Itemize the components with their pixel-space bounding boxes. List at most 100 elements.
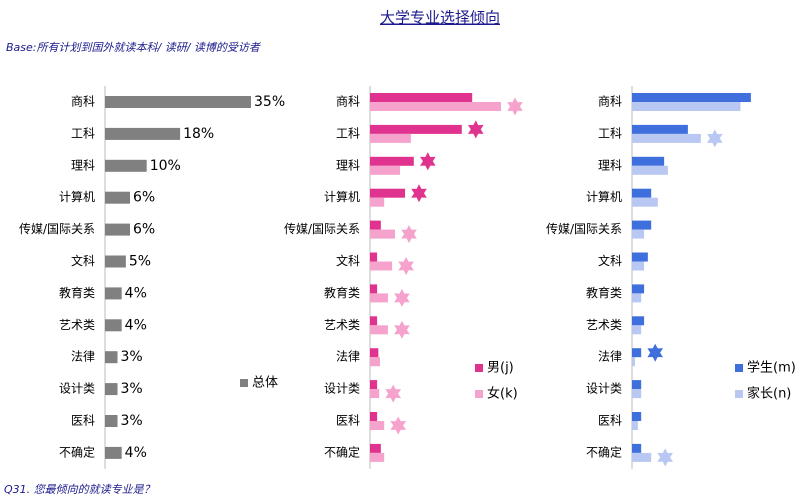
category-label: 医科 [598, 414, 622, 428]
significance-star [385, 384, 401, 403]
bar [105, 446, 122, 459]
category-label: 设计类 [586, 382, 622, 396]
page-title: 大学专业选择倾向 [380, 9, 500, 27]
bar [370, 412, 378, 421]
significance-star [468, 120, 484, 139]
category-label: 传媒/国际关系 [284, 221, 360, 236]
legend-label: 学生(m) [747, 360, 796, 376]
value-label: 6% [133, 190, 155, 206]
category-label: 医科 [336, 414, 360, 428]
bar [632, 452, 652, 462]
bar [632, 380, 642, 390]
category-label: 理科 [598, 158, 622, 172]
bar [105, 255, 126, 268]
category-label: 理科 [336, 158, 360, 172]
bar [632, 156, 665, 166]
bar [632, 229, 645, 239]
bar [370, 380, 378, 390]
category-label: 文科 [336, 253, 360, 268]
bar [370, 133, 411, 143]
category-label: 教育类 [586, 285, 622, 300]
category-label: 商科 [598, 94, 622, 109]
value-label: 3% [121, 381, 143, 397]
significance-star [507, 97, 523, 116]
category-label: 设计类 [59, 382, 95, 396]
legend-label: 家长(n) [747, 386, 791, 402]
bar [105, 191, 131, 204]
value-label: 35% [254, 94, 285, 110]
category-label: 计算机 [586, 189, 622, 204]
bar [370, 421, 385, 430]
category-label: 商科 [71, 94, 95, 109]
category-label: 工科 [71, 126, 95, 140]
significance-star [401, 225, 417, 244]
bar [370, 252, 378, 262]
significance-star [394, 320, 410, 339]
bar [370, 156, 414, 166]
footer: Q31. 您最倾向的就读专业是？ [4, 483, 155, 496]
bar [105, 351, 118, 364]
bar [632, 284, 645, 294]
bar [632, 412, 642, 421]
value-label: 18% [183, 126, 214, 142]
category-label: 不确定 [586, 444, 622, 459]
legend-swatch [735, 390, 743, 398]
bar [105, 159, 147, 172]
bar [632, 421, 638, 430]
category-label: 艺术类 [59, 318, 95, 332]
bar [632, 348, 642, 358]
value-label: 6% [133, 222, 155, 238]
category-label: 工科 [598, 126, 622, 140]
bar [370, 261, 393, 271]
bar [370, 348, 379, 358]
legend-label: 总体 [252, 376, 278, 391]
significance-star [420, 152, 436, 171]
bar [632, 325, 642, 335]
bar [105, 223, 131, 236]
value-label: 3% [121, 349, 143, 365]
bar [370, 188, 406, 198]
bar [632, 124, 688, 134]
category-label: 理科 [71, 158, 95, 172]
bar [370, 93, 473, 102]
subtitle: Base:所有计划到国外就读本科/ 读研/ 读博的受访者 [6, 41, 262, 54]
bar [632, 316, 645, 326]
category-label: 传媒/国际关系 [546, 221, 622, 236]
bar [370, 165, 401, 175]
bar [105, 383, 118, 396]
bar [632, 252, 648, 262]
bar [370, 284, 378, 294]
bar [105, 319, 122, 332]
category-label: 文科 [71, 253, 95, 268]
legend-swatch [475, 364, 483, 372]
bar [632, 261, 645, 271]
bar [632, 197, 658, 207]
bar [370, 452, 385, 462]
bar [370, 389, 380, 399]
bar [632, 220, 652, 230]
significance-star [390, 416, 406, 435]
category-label: 商科 [336, 94, 360, 109]
bar [632, 357, 635, 367]
value-label: 4% [125, 285, 147, 301]
category-label: 教育类 [59, 285, 95, 300]
significance-star [647, 343, 663, 362]
significance-star [707, 129, 723, 148]
bar [370, 316, 378, 326]
category-label: 计算机 [59, 189, 95, 204]
bar [370, 293, 388, 303]
significance-star [394, 288, 410, 307]
bar [370, 124, 462, 134]
bar [370, 197, 385, 207]
category-label: 教育类 [324, 285, 360, 300]
bar [105, 127, 181, 140]
category-label: 艺术类 [586, 318, 622, 332]
value-label: 10% [150, 158, 181, 174]
bar [632, 133, 701, 143]
category-label: 法律 [598, 350, 622, 364]
legend-label: 女(k) [487, 386, 518, 402]
legend-swatch [240, 379, 248, 387]
significance-star [657, 448, 673, 467]
bar [632, 188, 652, 198]
